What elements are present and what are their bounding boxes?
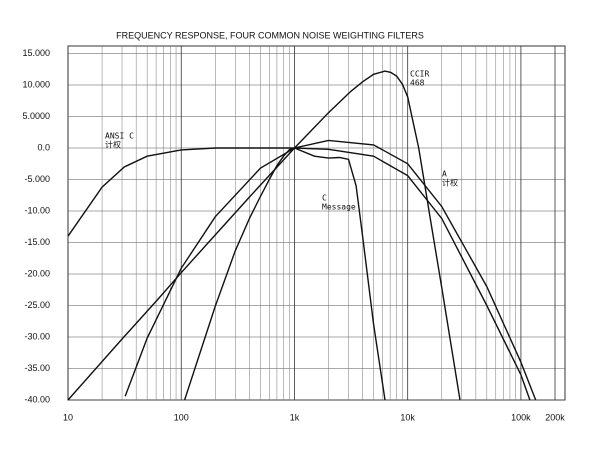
y-tick-label: -10.00 bbox=[24, 205, 50, 215]
y-tick-label: -15.00 bbox=[24, 237, 50, 247]
x-tick-label: 10k bbox=[400, 412, 415, 422]
y-tick-label: -20.00 bbox=[24, 268, 50, 278]
chart-title: FREQUENCY RESPONSE, FOUR COMMON NOISE WE… bbox=[116, 30, 424, 40]
y-tick-label: 15.000 bbox=[22, 48, 50, 58]
curve-label: A bbox=[442, 170, 447, 179]
y-tick-label: 10.000 bbox=[22, 79, 50, 89]
y-tick-label: -40.00 bbox=[24, 394, 50, 404]
x-tick-label: 100k bbox=[511, 412, 531, 422]
y-tick-label: 0.0 bbox=[37, 142, 50, 152]
plot-frame bbox=[67, 45, 566, 401]
curve bbox=[67, 70, 461, 401]
x-tick-label: 1k bbox=[290, 412, 300, 422]
x-tick-label: 10 bbox=[63, 412, 73, 422]
curve-label: 468 bbox=[410, 79, 425, 88]
curve-label: CCIR bbox=[410, 70, 429, 79]
y-tick-label: -30.00 bbox=[24, 331, 50, 341]
curve-label: Message bbox=[322, 203, 356, 212]
y-tick-label: 5.0000 bbox=[22, 111, 50, 121]
x-tick-label: 200k bbox=[545, 412, 565, 422]
curve-label: 计权 bbox=[442, 178, 458, 188]
curve bbox=[124, 139, 537, 401]
curve-label: C bbox=[322, 194, 327, 203]
y-tick-label: -5.000 bbox=[24, 174, 50, 184]
y-tick-label: -25.00 bbox=[24, 300, 50, 310]
curve-label: 计权 bbox=[105, 140, 121, 150]
x-tick-label: 100 bbox=[174, 412, 189, 422]
curve-label: ANSI C bbox=[105, 132, 134, 141]
curve bbox=[67, 147, 531, 401]
y-tick-label: -35.00 bbox=[24, 363, 50, 373]
